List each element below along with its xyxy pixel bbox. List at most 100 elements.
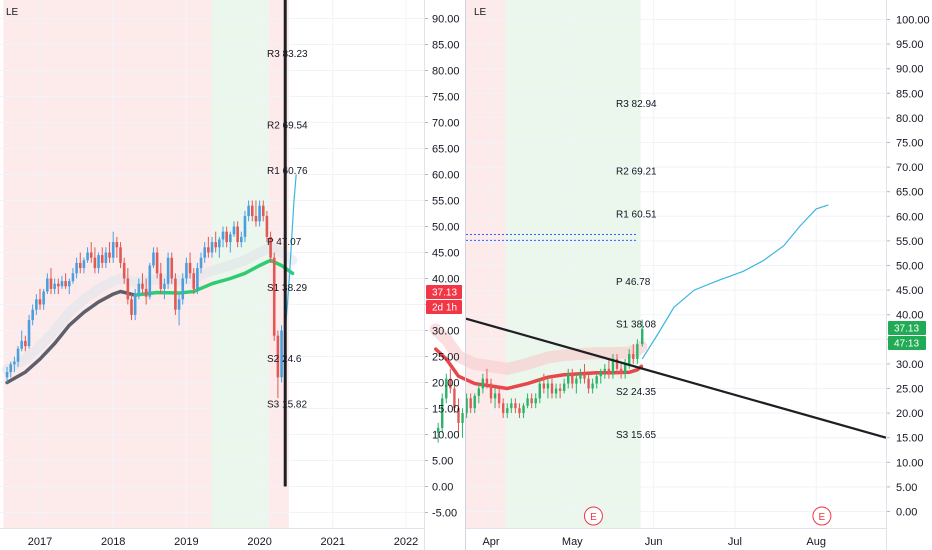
l-x-tick-label: 2018 xyxy=(101,536,125,548)
l-candle-body xyxy=(108,252,111,258)
r-candle-body xyxy=(497,393,501,404)
r-candle-body xyxy=(522,405,525,414)
right-symbol-label: LE xyxy=(474,7,487,18)
l-y-tick-label: 40.00 xyxy=(432,274,460,286)
l-candle-body xyxy=(199,257,203,269)
r-candle-body xyxy=(554,388,558,394)
left-price-tag: 37.13 xyxy=(426,285,462,299)
l-y-tick-label: 60.00 xyxy=(432,170,460,182)
r-y-tick-label: 0.00 xyxy=(896,507,917,519)
r-candle-body xyxy=(501,403,505,414)
l-candle-body xyxy=(148,265,152,297)
r-candle-body xyxy=(623,363,627,374)
l-x-tick-label: 2020 xyxy=(247,536,271,548)
r-candle-body xyxy=(628,354,631,364)
l-y-tick-label: 50.00 xyxy=(432,222,460,234)
l-candle-body xyxy=(196,268,199,289)
r-candle-body xyxy=(603,368,607,372)
r-y-tick-label: 25.00 xyxy=(896,384,924,396)
r-candle-body xyxy=(575,378,578,384)
right-candles xyxy=(436,319,644,443)
l-candle-body xyxy=(64,281,67,287)
l-candle-body xyxy=(221,231,225,240)
right-moving-average xyxy=(433,347,644,391)
r-candle-body xyxy=(571,373,574,384)
r-candle-body xyxy=(473,395,476,409)
l-candle-body xyxy=(243,216,247,237)
l-candle-body xyxy=(27,320,31,347)
r-pivot-label: P 46.78 xyxy=(616,277,651,288)
l-candle-body xyxy=(35,299,38,310)
r-candle-body xyxy=(641,328,644,345)
earnings-marker-circle xyxy=(812,506,832,526)
l-candle-body xyxy=(214,242,217,248)
r-candle-body xyxy=(611,358,615,374)
r-y-tick-label: 45.00 xyxy=(896,285,924,297)
r-candle-body xyxy=(534,398,537,404)
l-candle-body xyxy=(207,247,210,253)
l-pivot-label: S1 38.29 xyxy=(267,283,307,294)
r-candle-body xyxy=(567,373,570,384)
r-candle-body xyxy=(530,398,533,404)
l-candle-body xyxy=(280,330,283,378)
r-candle-body xyxy=(506,408,509,414)
l-pivot-label: R3 83.23 xyxy=(267,49,308,60)
right-ma-band xyxy=(429,323,648,375)
l-candle-body xyxy=(181,278,185,300)
r-x-tick-label: Jul xyxy=(728,536,742,548)
l-candle-body xyxy=(276,335,280,378)
r-candle-body xyxy=(518,408,521,414)
r-y-tick-label: 10.00 xyxy=(896,457,924,469)
l-candle-body xyxy=(57,283,60,287)
r-y-tick-label: 80.00 xyxy=(896,113,924,125)
l-y-tick-label: 90.00 xyxy=(432,14,460,26)
r-candle-body xyxy=(587,378,590,389)
r-candle-body xyxy=(538,383,541,399)
left-candles xyxy=(5,200,287,399)
l-candle-body xyxy=(38,299,42,305)
r-y-tick-label: 65.00 xyxy=(896,187,924,199)
l-pivot-label: R1 60.76 xyxy=(267,166,308,177)
r-y-tick-label: 75.00 xyxy=(896,138,924,150)
l-candle-body xyxy=(163,283,166,289)
l-y-tick-label: 10.00 xyxy=(432,430,460,442)
l-candle-body xyxy=(166,257,170,284)
r-y-tick-label: 60.00 xyxy=(896,211,924,223)
l-y-tick-label: 80.00 xyxy=(432,66,460,78)
l-candle-body xyxy=(53,283,56,289)
l-pivot-label: S3 15.82 xyxy=(267,400,307,411)
l-candle-body xyxy=(265,216,269,237)
left-price-tag-text: 37.13 xyxy=(432,288,457,299)
l-candle-body xyxy=(258,205,261,222)
r-pivot-label: S3 15.65 xyxy=(616,430,656,441)
l-candle-body xyxy=(5,372,9,378)
l-candle-body xyxy=(188,262,192,274)
l-candle-body xyxy=(192,273,196,289)
l-candle-body xyxy=(141,283,144,289)
l-y-tick-label: 55.00 xyxy=(432,196,460,208)
l-candle-body xyxy=(218,239,221,248)
r-candle-body xyxy=(453,388,456,409)
earnings-marker: E xyxy=(812,506,832,526)
l-y-tick-label: 70.00 xyxy=(432,118,460,130)
r-y-tick-label: 95.00 xyxy=(896,39,924,51)
r-x-tick-label: Aug xyxy=(806,536,826,548)
r-y-tick-label: 40.00 xyxy=(896,310,924,322)
r-y-tick-label: 55.00 xyxy=(896,236,924,248)
r-candle-body xyxy=(583,373,586,379)
l-candle-body xyxy=(272,257,276,336)
l-y-tick-label: 0.00 xyxy=(432,482,453,494)
l-candle-body xyxy=(60,281,64,287)
l-candle-body xyxy=(49,278,53,289)
l-candle-body xyxy=(133,294,137,315)
r-y-tick-label: 5.00 xyxy=(896,482,917,494)
l-candle-body xyxy=(46,278,49,292)
left-axes: 90.00 85.00 80.00 75.00 70.00 65.00 60.00 55.00… xyxy=(28,14,460,549)
l-candle-body xyxy=(152,252,155,266)
right-overlay: R3 82.94 R2 69.21 R1 60.51 P 46.78 S1 38.08 S… xyxy=(465,99,887,526)
right-countdown-tag-bg xyxy=(888,336,926,350)
r-y-tick-label: 100.00 xyxy=(896,15,930,27)
r-candle-body xyxy=(449,378,452,389)
r-candle-body xyxy=(457,408,460,423)
r-candle-body xyxy=(514,403,517,409)
